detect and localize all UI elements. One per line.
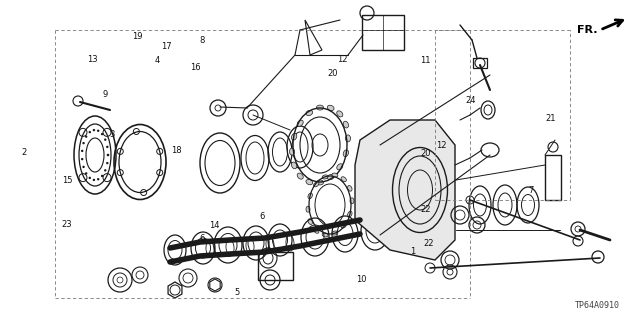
Text: 18: 18: [171, 146, 181, 155]
Ellipse shape: [317, 105, 323, 110]
Ellipse shape: [343, 121, 349, 128]
Ellipse shape: [308, 219, 312, 225]
Text: 3: 3: [109, 130, 115, 139]
Bar: [545, 155, 561, 200]
Circle shape: [88, 131, 91, 133]
Text: 10: 10: [356, 276, 367, 284]
Text: 6: 6: [260, 212, 265, 221]
Ellipse shape: [317, 180, 323, 185]
Ellipse shape: [291, 133, 297, 140]
Circle shape: [101, 133, 103, 135]
Text: 23: 23: [62, 220, 72, 228]
Ellipse shape: [327, 174, 334, 180]
Ellipse shape: [291, 162, 297, 169]
Circle shape: [88, 177, 91, 179]
Circle shape: [107, 154, 109, 156]
Ellipse shape: [327, 105, 334, 111]
Ellipse shape: [341, 223, 346, 228]
Circle shape: [93, 179, 95, 181]
Circle shape: [81, 150, 83, 152]
Text: 17: 17: [161, 42, 172, 51]
Polygon shape: [355, 120, 455, 260]
Circle shape: [104, 169, 106, 172]
Text: 15: 15: [62, 176, 72, 185]
Circle shape: [97, 130, 99, 132]
Circle shape: [106, 146, 109, 148]
Ellipse shape: [289, 148, 294, 155]
Circle shape: [107, 154, 109, 156]
Text: 1: 1: [410, 247, 415, 256]
Ellipse shape: [332, 231, 338, 235]
Ellipse shape: [297, 173, 303, 179]
Ellipse shape: [337, 111, 343, 117]
Text: 6: 6: [199, 234, 204, 243]
Ellipse shape: [314, 182, 319, 187]
Text: 12: 12: [436, 141, 447, 150]
Text: 21: 21: [545, 114, 556, 123]
Ellipse shape: [337, 164, 343, 170]
Circle shape: [81, 158, 83, 160]
Ellipse shape: [346, 135, 351, 142]
Circle shape: [83, 142, 84, 144]
Ellipse shape: [332, 173, 338, 177]
Text: 5: 5: [234, 288, 239, 297]
Text: 19: 19: [132, 32, 143, 41]
Text: 2: 2: [22, 148, 27, 156]
Text: 22: 22: [420, 205, 431, 214]
Circle shape: [83, 166, 84, 168]
Bar: [258, 252, 293, 280]
Ellipse shape: [308, 193, 312, 199]
Ellipse shape: [350, 198, 354, 204]
Ellipse shape: [348, 211, 352, 217]
Ellipse shape: [297, 120, 303, 126]
Circle shape: [104, 139, 106, 141]
Text: FR.: FR.: [577, 25, 598, 35]
Bar: [362, 15, 404, 50]
Ellipse shape: [322, 175, 328, 179]
Ellipse shape: [306, 180, 313, 185]
Text: 14: 14: [209, 221, 220, 230]
Text: 8: 8: [199, 36, 204, 44]
Text: 16: 16: [190, 63, 200, 72]
Text: 12: 12: [337, 55, 348, 64]
Text: 4: 4: [154, 56, 159, 65]
Text: TP64A0910: TP64A0910: [575, 300, 620, 309]
Text: 7: 7: [529, 186, 534, 195]
Ellipse shape: [341, 177, 346, 182]
Circle shape: [85, 135, 88, 138]
Circle shape: [93, 129, 95, 131]
Ellipse shape: [348, 186, 352, 191]
Text: 20: 20: [420, 149, 431, 158]
Bar: [473, 58, 487, 68]
Ellipse shape: [306, 206, 310, 212]
Ellipse shape: [306, 110, 313, 116]
Text: 24: 24: [465, 96, 476, 105]
Ellipse shape: [314, 228, 319, 233]
Polygon shape: [305, 20, 322, 55]
Circle shape: [106, 162, 109, 164]
Ellipse shape: [322, 233, 328, 237]
Circle shape: [85, 172, 88, 175]
Circle shape: [101, 175, 103, 177]
Text: 9: 9: [103, 90, 108, 99]
Text: 20: 20: [328, 69, 338, 78]
Text: 22: 22: [424, 239, 434, 248]
Ellipse shape: [343, 150, 349, 156]
Circle shape: [97, 178, 99, 180]
Text: 13: 13: [88, 55, 98, 64]
Text: 11: 11: [420, 56, 431, 65]
